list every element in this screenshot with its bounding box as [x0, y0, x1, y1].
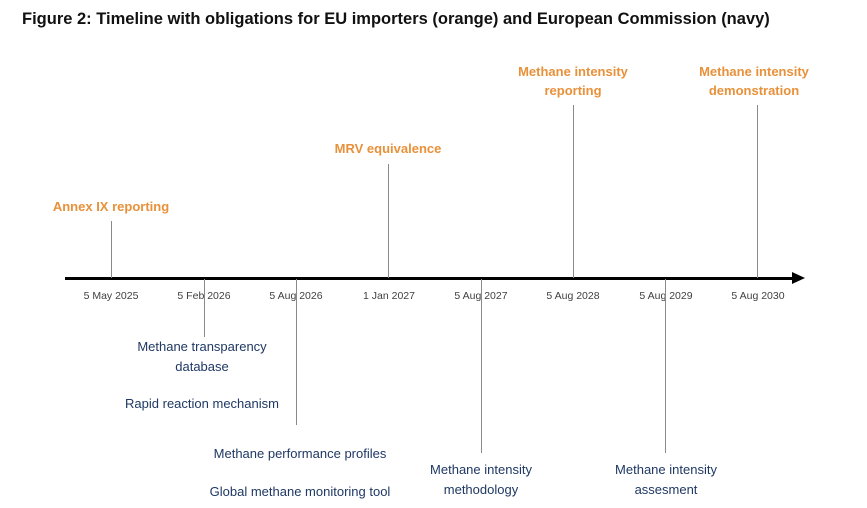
label-performance-profiles: Methane performance profiles — [213, 446, 387, 461]
connector-transparency — [204, 279, 205, 337]
label-line: Methane transparency — [137, 339, 267, 354]
label-line: demonstration — [708, 83, 800, 98]
figure-title: Figure 2: Timeline with obligations for … — [22, 10, 770, 28]
date-label: 5 May 2025 — [83, 290, 139, 302]
label-line: database — [175, 359, 229, 374]
label-intensity-assessment: Methane intensity assesment — [615, 460, 717, 500]
label-line: Methane intensity — [699, 64, 809, 79]
connector-annex-ix — [111, 221, 112, 278]
connector-assessment — [665, 279, 666, 453]
timeline-arrowhead — [792, 272, 805, 284]
label-line: methodology — [443, 482, 519, 497]
label-line: Methane intensity — [615, 462, 717, 477]
label-intensity-demonstration: Methane intensity demonstration — [699, 62, 809, 100]
label-line: Methane intensity — [518, 64, 628, 79]
label-intensity-reporting: Methane intensity reporting — [518, 62, 628, 100]
date-label: 5 Aug 2030 — [731, 290, 785, 302]
label-mrv-equivalence: MRV equivalence — [334, 141, 442, 156]
date-label: 1 Jan 2027 — [363, 290, 415, 302]
date-label: 5 Aug 2029 — [639, 290, 693, 302]
timeline-axis — [65, 277, 795, 280]
date-label: 5 Aug 2028 — [546, 290, 600, 302]
connector-rapid-reaction — [296, 279, 297, 425]
connector-mrv — [388, 164, 389, 278]
label-transparency-database: Methane transparency database — [137, 337, 266, 377]
connector-intensity-reporting — [573, 105, 574, 278]
connector-intensity-demonstration — [757, 105, 758, 278]
label-line: assesment — [634, 482, 698, 497]
label-annex-ix-reporting: Annex IX reporting — [52, 199, 170, 214]
label-line: reporting — [544, 83, 602, 98]
label-intensity-methodology: Methane intensity methodology — [430, 460, 532, 500]
label-rapid-reaction: Rapid reaction mechanism — [125, 396, 279, 411]
label-line: Methane intensity — [430, 462, 532, 477]
connector-methodology — [481, 279, 482, 453]
label-global-monitoring-tool: Global methane monitoring tool — [209, 484, 391, 499]
